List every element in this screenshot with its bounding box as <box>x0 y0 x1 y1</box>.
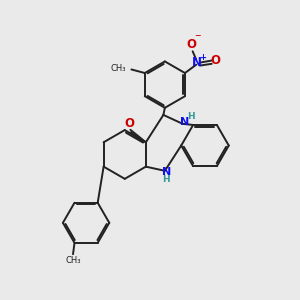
Text: H: H <box>163 175 170 184</box>
Text: CH₃: CH₃ <box>65 256 81 265</box>
Text: O: O <box>124 117 134 130</box>
Text: H: H <box>187 112 195 121</box>
Text: CH₃: CH₃ <box>111 64 126 73</box>
Text: O: O <box>211 54 221 67</box>
Text: N: N <box>180 117 189 128</box>
Text: O: O <box>187 38 196 51</box>
Text: N: N <box>162 167 171 177</box>
Text: N: N <box>192 56 202 69</box>
Text: +: + <box>199 53 206 62</box>
Text: ⁻: ⁻ <box>194 32 201 45</box>
